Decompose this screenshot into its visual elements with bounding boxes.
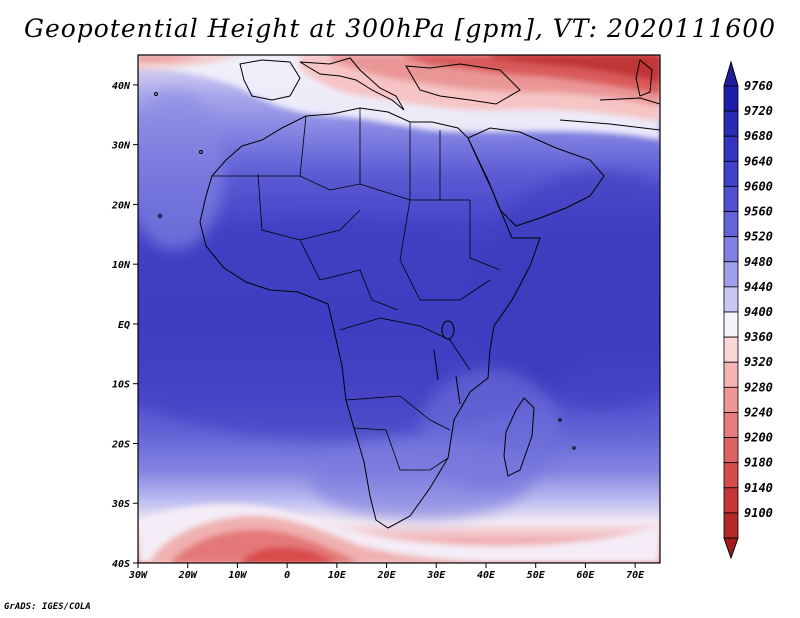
y-tick-label: 20N [111,200,131,211]
colorbar-label: 9100 [744,506,773,520]
colorbar-label: 9280 [744,380,773,394]
x-tick-label: 10E [328,570,347,581]
x-tick-label: 60E [576,570,595,581]
credit-text: GrADS: IGES/COLA [4,602,91,612]
colorbar-label: 9440 [744,280,773,294]
colorbar-segment [723,386,739,413]
colorbar-segment [723,85,739,112]
x-tick-label: 40E [477,570,496,581]
turkey-coastline [405,63,521,105]
colorbar-segment [723,135,739,162]
y-tick-label: 30S [111,499,130,510]
colorbar-label: 9360 [744,330,773,344]
x-tick-label: 50E [527,570,546,581]
colorbar-segment [723,261,739,288]
map-title: Geopotential Height at 300hPa [gpm], VT:… [23,14,777,43]
colorbar-segment [723,160,739,187]
iberia-coastline [239,59,301,101]
x-tick-label: 10W [228,570,247,581]
y-tick-label: 10S [112,380,130,391]
colorbar-label: 9560 [744,205,773,219]
y-tick-label: 10N [112,260,131,271]
arabia-coastline [467,127,605,227]
colorbar-segment [723,311,739,338]
country-borders [212,175,470,201]
plot-frame [137,54,661,564]
y-tick-label: 40N [112,81,131,92]
colorbar-label: 9760 [744,79,773,93]
x-tick-label: 20E [377,570,397,581]
x-tick-label: 30W [128,570,148,581]
y-tick-label: 20S [111,439,130,450]
colorbar-label: 9680 [744,129,773,143]
colorbar-label: 9200 [744,431,773,445]
y-axis: 40N 30N 20N 10N EQ 10S 20S 30S 40S [111,81,138,570]
y-tick-label: 30N [111,141,131,152]
colorbar-label: 9720 [744,104,773,118]
x-tick-label: 20W [178,570,198,581]
colorbar-segment [723,412,739,438]
colorbar-segment [723,512,739,539]
y-tick-label: EQ [118,320,130,331]
colorbar: 9760 9720 9680 9640 9600 9560 9520 9480 9440 9400… [723,60,773,560]
x-tick-label: 70E [626,570,645,581]
colorbar-label: 9140 [744,481,773,495]
colorbar-segment [723,462,739,489]
colorbar-segment [723,361,739,388]
colorbar-label: 9320 [744,355,773,369]
x-tick-label: 0 [284,570,290,581]
madagascar-coastline [503,397,535,477]
colorbar-label: 9180 [744,456,773,470]
colorbar-segment [723,186,739,212]
colorbar-label: 9640 [744,154,773,168]
x-axis: 30W 20W 10W 0 10E 20E 30E 40E 50E 60E 70E [128,563,645,581]
colorbar-label: 9400 [744,305,773,319]
colorbar-label: 9480 [744,255,773,269]
colorbar-segment [723,437,739,464]
colorbar-segment [723,336,739,363]
colorbar-segment [723,211,739,238]
colorbar-top-arrow [723,60,739,87]
colorbar-segment [723,286,739,313]
colorbar-label: 9240 [744,405,773,419]
colorbar-label: 9520 [744,230,773,244]
colorbar-label: 9600 [744,179,773,193]
lake-victoria [441,320,455,340]
africa-coastline [199,107,541,529]
colorbar-bottom-arrow [723,537,739,560]
colorbar-segment [723,236,739,263]
colorbar-segment [723,110,739,137]
x-tick-label: 30E [426,570,446,581]
coastlines [154,57,660,529]
colorbar-segment [723,487,739,514]
italy-balkans-coastline [299,57,405,111]
height-field [138,55,660,563]
y-tick-label: 40S [112,559,130,570]
